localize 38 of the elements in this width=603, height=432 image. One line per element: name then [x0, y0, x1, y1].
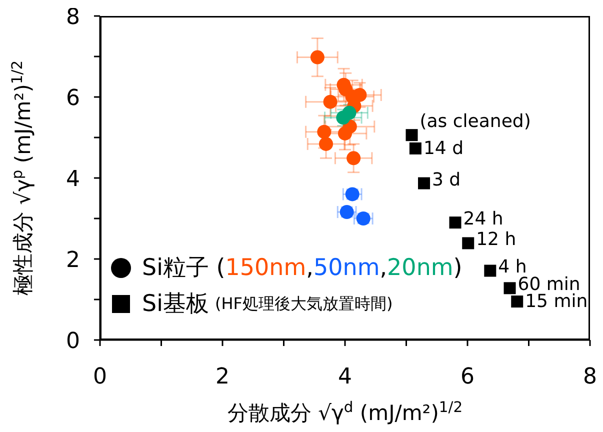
- text: ,: [380, 255, 388, 281]
- y-tick-label: 6: [66, 86, 80, 111]
- point: [319, 136, 334, 151]
- x-axis-title: 分散成分 √γ$^{d}$ (mJ/m²)$^{1/2}$: [227, 398, 463, 425]
- x-tick-label: 6: [460, 364, 474, 390]
- annotation: Si粒子 (: [142, 254, 226, 283]
- point: [310, 50, 324, 64]
- y-tick-label: 4: [66, 166, 80, 192]
- annotation: 4 h: [498, 256, 527, 278]
- annotation: 3 d: [432, 169, 461, 190]
- point: [317, 124, 332, 139]
- annotation: 14 d: [423, 138, 464, 160]
- x-tick-label: 2: [216, 364, 230, 390]
- point: [352, 88, 367, 102]
- legend-label: Si基板: [142, 290, 209, 319]
- annotation: (HF処理後大気放置時間): [215, 293, 393, 315]
- point: [323, 94, 338, 109]
- point: [484, 264, 496, 277]
- point: [511, 296, 524, 308]
- annotation: 15 min: [525, 291, 588, 312]
- annotation: (as cleaned): [420, 111, 531, 132]
- y-tick-label: 2: [66, 248, 80, 273]
- point: [406, 129, 418, 142]
- point: [504, 282, 516, 294]
- annotation: ): [453, 254, 462, 283]
- point: [418, 177, 430, 190]
- point: [462, 237, 474, 250]
- point: [409, 142, 422, 154]
- point: [449, 216, 462, 229]
- annotation: 24 h: [463, 208, 504, 230]
- x-tick-label: 4: [338, 364, 352, 390]
- annotation: ,: [306, 255, 314, 281]
- x-tick-label: 8: [583, 364, 597, 390]
- y-tick-label: 0: [66, 328, 80, 354]
- point: [346, 151, 361, 166]
- x-tick-label: 0: [93, 364, 107, 390]
- annotation: 12 h: [476, 229, 516, 250]
- text: 20nm: [387, 254, 454, 283]
